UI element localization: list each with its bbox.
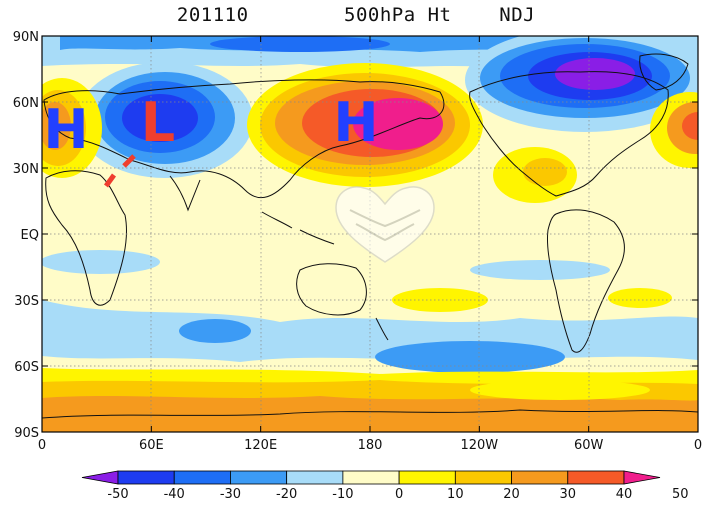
longitude-axis: 0 60E 120E 180 120W 60W 0: [38, 36, 702, 453]
lat-tick-label: EQ: [21, 228, 39, 243]
pressure-center-label: H: [333, 91, 378, 154]
lat-tick-label: 60S: [14, 360, 39, 375]
colorbar-label: -30: [220, 487, 241, 502]
colorbar-label: 30: [560, 487, 577, 502]
lon-tick-label: 180: [358, 438, 383, 453]
lon-tick-label: 0: [38, 438, 46, 453]
colorbar-tip-low: [81, 470, 119, 485]
lon-tick-label: 120W: [460, 438, 498, 453]
colorbar-swatch: [567, 470, 625, 485]
colorbar-swatch: [286, 470, 344, 485]
lat-tick-label: 60N: [13, 96, 39, 111]
lon-tick-label: 0: [694, 438, 702, 453]
lat-tick-label: 30N: [13, 162, 39, 177]
trough-line: [103, 154, 136, 188]
map-title: 201110 500hPa Ht NDJ: [0, 4, 712, 26]
colorbar-label: -40: [164, 487, 185, 502]
colorbar-swatch: [230, 470, 288, 485]
colorbar-label: 20: [503, 487, 520, 502]
colorbar-swatch: [511, 470, 569, 485]
colorbar-label: 10: [447, 487, 464, 502]
pressure-center-label: L: [141, 91, 175, 154]
title-field: 500hPa Ht: [344, 4, 452, 26]
contour-field: [42, 36, 698, 432]
lon-tick-label: 120E: [244, 438, 277, 453]
title-season: NDJ: [499, 4, 536, 26]
colorbar-swatch: [173, 470, 231, 485]
colorbar-label: 40: [616, 487, 633, 502]
colorbar-label: 50: [672, 487, 689, 502]
title-date: 201110: [176, 4, 249, 26]
latitude-axis: 90N 60N 30N EQ 30S 60S 90S: [13, 30, 698, 441]
colorbar-tip-high: [623, 470, 661, 485]
colorbar-label: 0: [395, 487, 403, 502]
colorbar-swatch: [117, 470, 175, 485]
colorbar-label: -20: [276, 487, 297, 502]
colorbar-swatch: [398, 470, 456, 485]
colorbar-swatch: [454, 470, 512, 485]
pressure-center-label: H: [43, 98, 88, 161]
lat-tick-label: 30S: [14, 294, 39, 309]
colorbar-swatch: [342, 470, 400, 485]
colorbar-label: -10: [332, 487, 353, 502]
lat-tick-label: 90S: [14, 426, 39, 441]
watermark-logo: [335, 186, 435, 263]
lon-tick-label: 60E: [139, 438, 164, 453]
colorbar-label: -50: [107, 487, 128, 502]
lon-tick-label: 60W: [574, 438, 604, 453]
lat-tick-label: 90N: [13, 30, 39, 45]
